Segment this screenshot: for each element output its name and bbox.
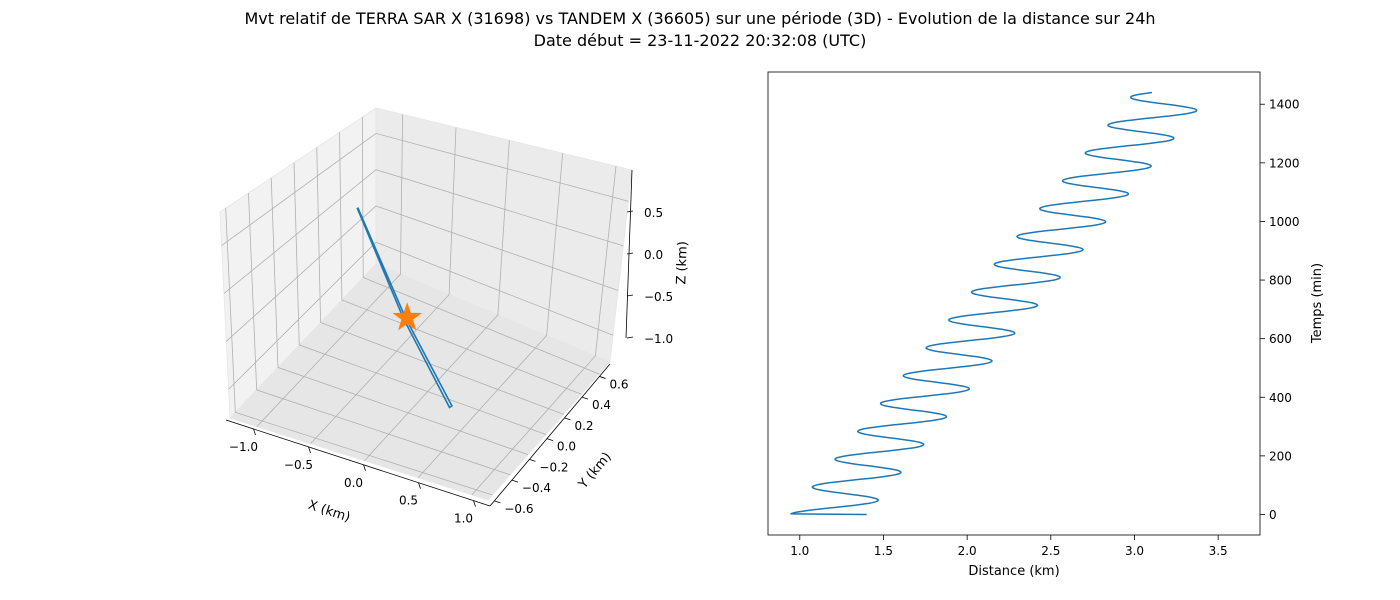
tick-label-y: −0.6 <box>504 502 533 516</box>
tick-label-x-distance: 2.5 <box>1041 544 1060 558</box>
plot-3d-relative-motion: −1.0 −0.5 0.0 0.5 1.0 −0.6 −0.4 −0.2 0.0 0.2 0.4 0.… <box>219 107 691 526</box>
grid-line-y <box>316 147 564 415</box>
tick-label-z: −0.5 <box>644 290 673 304</box>
series-relative-trajectory <box>356 207 453 409</box>
tick-z <box>626 252 634 255</box>
grid-line-y <box>293 162 547 435</box>
tick-label-y-time: 1200 <box>1269 156 1300 170</box>
grid-line-y <box>361 117 600 375</box>
tick-label-z: 0.0 <box>644 248 663 262</box>
tick-x <box>418 482 421 489</box>
tick-y <box>494 500 501 504</box>
tick-label-x: 0.0 <box>344 476 363 490</box>
grid-line-y <box>248 193 511 476</box>
grid-line-y <box>270 177 529 456</box>
tick-label-y-time: 400 <box>1269 391 1292 405</box>
tick-label-y: −0.4 <box>522 481 551 495</box>
figure-title-line-2: Date début = 23-11-2022 20:32:08 (UTC) <box>533 31 867 50</box>
ticks-3d: −1.0 −0.5 0.0 0.5 1.0 −0.6 −0.4 −0.2 0.0 0.2 0.4 0.… <box>229 206 673 526</box>
tick-label-x: 1.0 <box>454 512 473 526</box>
grid-3d <box>221 114 629 496</box>
tick-label-x: −1.0 <box>229 440 258 454</box>
tick-label-y: 0.0 <box>557 440 576 454</box>
ticks-2d: 1.0 1.5 2.0 2.5 3.0 3.5 0 200 400 600 800 1000 1200 1… <box>790 98 1299 558</box>
tick-label-y-time: 1400 <box>1269 98 1300 112</box>
grid-line-x <box>310 127 457 444</box>
grid-line-y <box>225 208 493 496</box>
tick-y <box>564 417 571 421</box>
tick-x <box>363 464 366 471</box>
tick-label-x-distance: 1.5 <box>874 544 893 558</box>
plot-frame <box>767 71 1261 536</box>
tick-label-x-distance: 3.5 <box>1209 544 1228 558</box>
x-axis-label: X (km) <box>306 498 352 526</box>
plot-distance-vs-time: 1.0 1.5 2.0 2.5 3.0 3.5 0 200 400 600 800 1000 1200 1… <box>767 71 1325 579</box>
tick-z <box>626 210 634 213</box>
star-marker <box>392 302 422 331</box>
grid-line-z <box>221 132 629 246</box>
tick-label-y-time: 800 <box>1269 274 1292 288</box>
tick-label-y: 0.2 <box>574 419 593 433</box>
tick-x <box>473 500 476 507</box>
tick-label-x-distance: 3.0 <box>1125 544 1144 558</box>
grid-line-z <box>228 241 614 390</box>
tick-label-z: 0.5 <box>644 206 663 220</box>
tick-label-y-time: 600 <box>1269 332 1292 346</box>
tick-y <box>581 396 589 400</box>
y-axis-label-time: Temps (min) <box>1310 263 1325 344</box>
grid-line-z <box>226 205 619 342</box>
grid-line-z <box>223 169 624 294</box>
series-distance-line <box>790 91 1198 516</box>
z-axis-label: Z (km) <box>674 241 691 285</box>
tick-label-y: −0.2 <box>539 460 568 474</box>
x-axis-line <box>225 419 491 507</box>
tick-z <box>626 336 634 339</box>
tick-label-z: −1.0 <box>644 332 673 346</box>
tick-x <box>253 428 256 436</box>
tick-y <box>599 376 606 379</box>
grid-line-x <box>417 153 564 479</box>
tick-label-x: −0.5 <box>284 458 313 472</box>
x-axis-label-distance: Distance (km) <box>968 564 1059 579</box>
grid-line-x <box>256 114 404 427</box>
data-3d <box>356 207 453 409</box>
tick-label-y-time: 200 <box>1269 449 1292 463</box>
tick-label-y: 0.4 <box>592 398 611 412</box>
grid-line-x <box>364 140 510 461</box>
tick-label-x-distance: 2.0 <box>958 544 977 558</box>
tick-y <box>511 479 519 483</box>
tick-y <box>529 458 536 462</box>
tick-y <box>546 438 554 442</box>
y-axis-line <box>489 363 611 507</box>
grid-line-y <box>339 132 582 395</box>
tick-z <box>626 294 634 297</box>
tick-label-y-time: 1000 <box>1269 215 1300 229</box>
tick-x <box>308 446 311 454</box>
y-axis-label: Y (km) <box>575 450 614 493</box>
tick-label-y: 0.6 <box>609 377 628 391</box>
tick-label-x-distance: 1.0 <box>790 544 809 558</box>
grid-line-x <box>471 166 617 496</box>
tick-label-x: 0.5 <box>399 494 418 508</box>
tick-label-y-time: 0 <box>1269 508 1277 522</box>
figure-title-line-1: Mvt relatif de TERRA SAR X (31698) vs TA… <box>244 9 1156 28</box>
